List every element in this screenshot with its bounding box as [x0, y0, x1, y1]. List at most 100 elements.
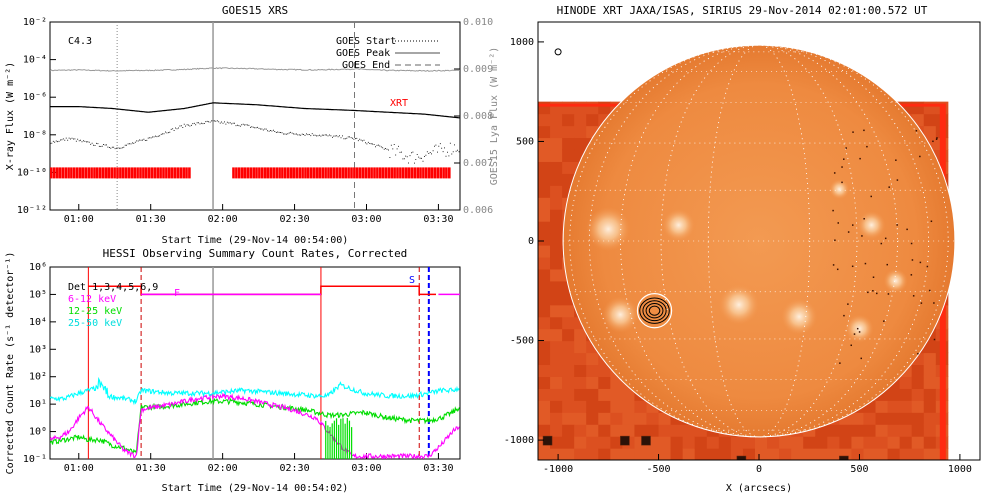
xrt-coverage-tick: [246, 167, 250, 179]
xrt-tile: [634, 400, 647, 413]
xrt-tile: [598, 448, 611, 460]
hessi-y-ticks: 10⁶ 10⁵ 10⁴ 10³ 10² 10¹ 10⁰ 10⁻¹: [23, 262, 56, 465]
xrt-x-tick-label: 0: [756, 464, 762, 475]
speckle: [839, 362, 841, 364]
xrt-tile: [658, 412, 672, 425]
xrt-tile: [538, 412, 551, 425]
xrt-coverage-tick: [269, 167, 273, 179]
xrt-tile: [550, 125, 563, 139]
xrt-tile: [911, 101, 925, 115]
bright-region: [781, 298, 818, 335]
hessi-flag-f: F: [174, 288, 180, 299]
xrt-tile: [550, 448, 563, 460]
dark-block: [839, 455, 849, 460]
xrt-tile: [670, 424, 684, 437]
xrt-coverage-tick: [243, 167, 247, 179]
xrt-coverage-tick: [416, 167, 419, 179]
xrt-coverage-tick: [266, 167, 270, 179]
xrt-tile: [911, 364, 925, 377]
xrt-tile: [574, 101, 587, 115]
limb-circle: [562, 44, 956, 438]
xrt-coverage-tick: [387, 167, 391, 179]
xrt-x-tick-label: 500: [850, 464, 868, 475]
xrt-tile: [827, 436, 840, 449]
speckle: [851, 265, 854, 268]
xrt-tile: [586, 400, 599, 413]
goes-xrs-panel: GOES15 XRS 10⁻² 10⁻⁴ 10⁻⁶ 10⁻⁸ 10⁻¹⁰ 10⁻¹² 0.…: [5, 4, 500, 246]
xrt-tile: [875, 448, 889, 460]
xrt-coverage-tick: [104, 167, 108, 179]
xrt-tile: [574, 125, 587, 139]
speckle: [911, 259, 914, 261]
speckle: [843, 158, 845, 160]
speckle: [867, 291, 869, 294]
xrt-tile: [598, 364, 611, 377]
goes-y2label: GOES15 Lya Flux (W m⁻²): [489, 47, 500, 185]
xrt-tile: [550, 268, 563, 282]
goes-long-series: [50, 102, 460, 119]
xrt-tile: [899, 388, 913, 401]
xrt-coverage-tick: [298, 167, 301, 179]
goes-title: GOES15 XRS: [222, 4, 288, 17]
speckle: [833, 172, 836, 174]
xrt-coverage-tick: [179, 167, 183, 179]
xrt-coverage-tick: [402, 167, 405, 179]
speckle: [872, 276, 875, 278]
legend-goes-start: GOES Start: [336, 36, 396, 47]
xrt-tile: [598, 436, 611, 449]
xrt-coverage-tick: [255, 167, 258, 179]
goes-y-tick-label: 10⁻⁸: [23, 130, 47, 141]
xrt-coverage-tick: [84, 167, 88, 179]
xrt-coverage-tick: [52, 167, 56, 179]
xrt-coverage-tick: [235, 167, 238, 179]
xrt-coverage-tick: [116, 167, 119, 179]
xrt-coverage-tick: [170, 167, 174, 179]
xrt-coverage-tick: [344, 167, 347, 179]
xrt-coverage-tick: [70, 167, 73, 179]
xrt-tile: [718, 436, 732, 449]
xrt-tile: [574, 364, 587, 377]
xrt-coverage-tick: [419, 167, 422, 179]
xrt-tile: [875, 424, 889, 437]
xrt-tile: [538, 137, 551, 151]
xrt-coverage-tick: [430, 167, 434, 179]
xrt-tile: [610, 448, 623, 460]
goes-x-tick-label: 03:30: [423, 214, 453, 225]
xrt-coverage-tick: [350, 167, 353, 179]
xrt-tile: [899, 400, 913, 413]
xrt-tile: [598, 101, 611, 115]
speckle: [858, 331, 861, 333]
xrt-tile: [923, 424, 937, 437]
hessi-panel: HESSI Observing Summary Count Rates, Cor…: [5, 247, 461, 494]
hessi-contour: [642, 300, 667, 322]
xrt-tile: [911, 388, 925, 401]
xrt-tile: [827, 448, 840, 460]
xrt-coverage-tick: [136, 167, 139, 179]
goes-y2-tick-label: 0.009: [463, 64, 493, 75]
xrt-tile: [706, 436, 720, 449]
xrt-tile: [646, 424, 660, 437]
xrt-coverage-tick: [185, 167, 188, 179]
speckle: [887, 293, 890, 295]
xrt-coverage-tick: [353, 167, 356, 179]
xrt-coverage-tick: [238, 167, 241, 179]
xrt-tile: [538, 185, 551, 198]
xrt-tile: [574, 376, 587, 389]
xrt-tile: [875, 412, 889, 425]
xrt-tile: [851, 412, 864, 425]
speckle: [932, 140, 934, 143]
xrt-tile: [598, 376, 611, 389]
xrt-coverage-tick: [101, 167, 105, 179]
xrt-tile: [622, 388, 635, 401]
xrt-tile: [562, 436, 575, 449]
xrt-tile: [863, 412, 877, 425]
xrt-coverage-tick: [292, 167, 296, 179]
speckle: [935, 138, 938, 140]
xrt-coverage-tick: [318, 167, 322, 179]
xrt-tile: [863, 424, 877, 437]
xrt-tile: [562, 304, 575, 318]
legend-6-12: 6-12 keV: [68, 294, 116, 305]
speckle: [883, 320, 885, 322]
xrt-tile: [791, 436, 804, 449]
speckle: [917, 352, 919, 355]
